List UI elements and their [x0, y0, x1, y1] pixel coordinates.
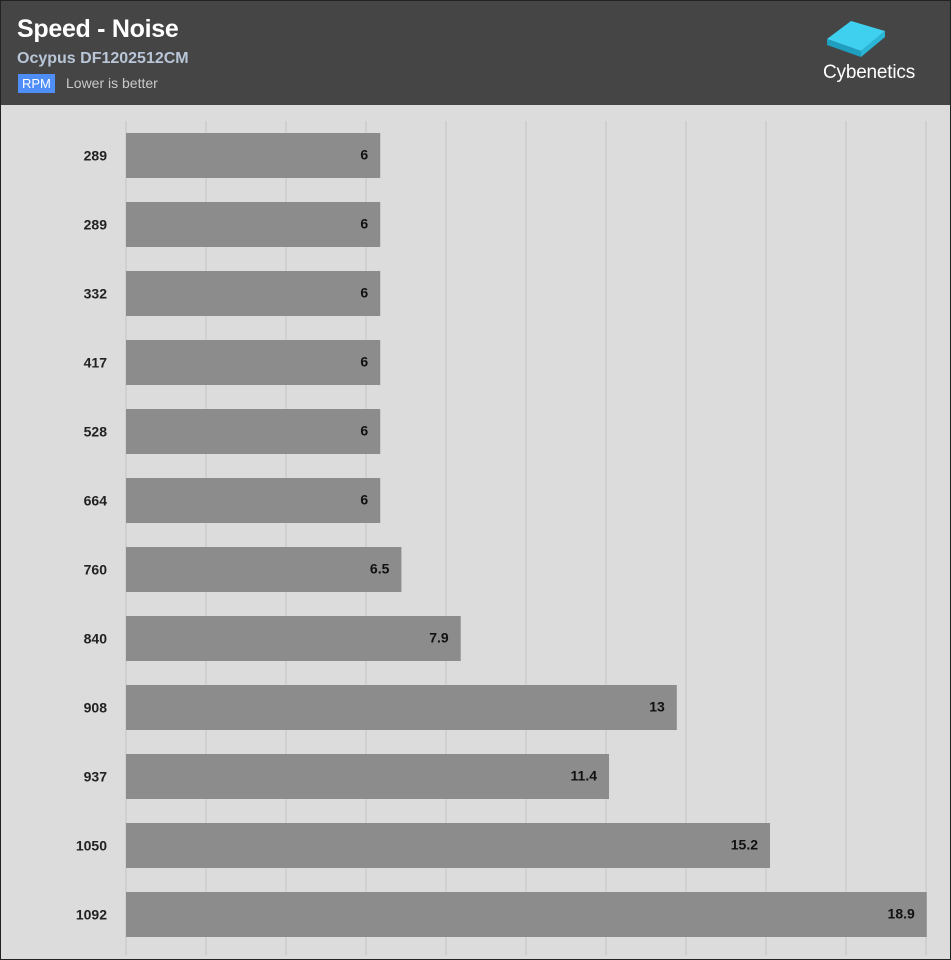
- chart-subtitle: Ocypus DF1202512CM: [17, 50, 189, 67]
- bar: [126, 340, 381, 385]
- chart-title: Speed - Noise: [17, 15, 179, 43]
- category-label: 937: [84, 769, 108, 785]
- logo-text: Cybenetics: [823, 62, 915, 83]
- bar: [126, 478, 381, 523]
- bar: [126, 754, 610, 799]
- value-label: 6: [360, 423, 368, 439]
- category-label: 760: [84, 562, 108, 578]
- bar: [126, 547, 402, 592]
- value-label: 6: [360, 492, 368, 508]
- chart-header: Speed - Noise Ocypus DF1202512CM RPM Low…: [1, 1, 950, 105]
- bar-chart: 289 6 289 6 332 6 417 6 528 6 664 6 760 6.5 840 7.9 908 1…: [76, 121, 927, 955]
- category-label: 908: [84, 700, 108, 716]
- category-label: 1050: [76, 838, 107, 854]
- bar: [126, 685, 677, 730]
- value-label: 7.9: [429, 630, 449, 646]
- category-label: 1092: [76, 907, 107, 923]
- cybenetics-logo-icon: [827, 21, 885, 57]
- category-label: 840: [84, 631, 108, 647]
- value-label: 15.2: [731, 837, 758, 853]
- bar: [126, 823, 771, 868]
- bar: [126, 409, 381, 454]
- value-label: 6: [360, 285, 368, 301]
- category-label: 528: [84, 424, 108, 440]
- category-label: 289: [84, 148, 108, 164]
- value-label: 18.9: [888, 906, 915, 922]
- category-label: 417: [84, 355, 108, 371]
- bar: [126, 271, 381, 316]
- category-label: 664: [84, 493, 108, 509]
- bar: [126, 202, 381, 247]
- lower-is-better-note: Lower is better: [66, 75, 158, 91]
- value-label: 6.5: [370, 561, 390, 577]
- bar: [126, 616, 461, 661]
- value-label: 6: [360, 354, 368, 370]
- bar: [126, 892, 927, 937]
- category-label: 332: [84, 286, 108, 302]
- unit-badge: RPM: [18, 74, 55, 93]
- value-label: 6: [360, 147, 368, 163]
- category-label: 289: [84, 217, 108, 233]
- value-label: 6: [360, 216, 368, 232]
- value-label: 11.4: [571, 768, 598, 784]
- bar: [126, 133, 381, 178]
- value-label: 13: [649, 699, 665, 715]
